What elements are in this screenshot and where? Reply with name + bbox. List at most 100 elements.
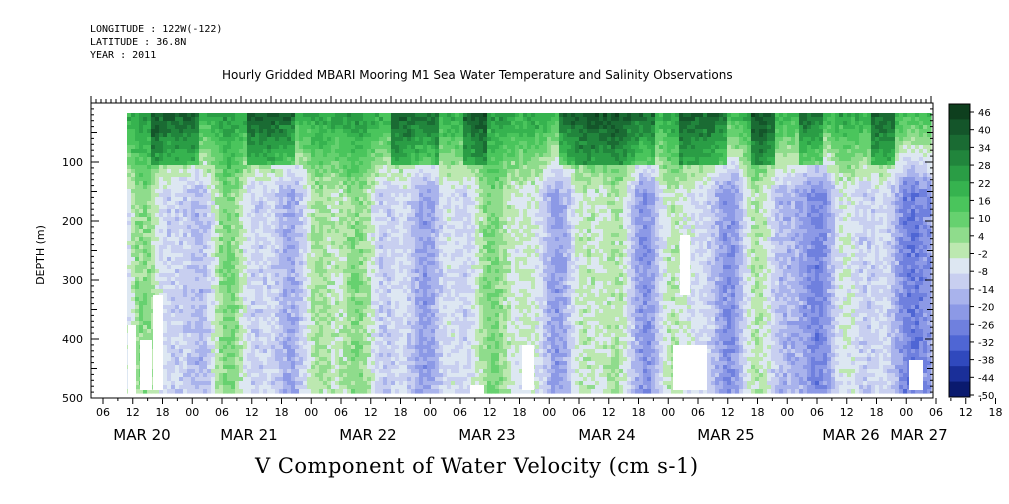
y-tick-label: 500 [62,392,83,405]
colorbar-swatch [949,335,970,352]
longitude-label: LONGITUDE : 122W(-122) [90,24,223,35]
colorbar-swatch [949,289,970,305]
data-gap [673,345,707,390]
colorbar-level-label: 34 [978,143,991,154]
data-gap [140,340,152,390]
axes-group: 06 12 18 00 06 12 18 00 06 12 18 00 06 12 18 00 06 12 18 00… [62,96,1003,444]
colorbar-swatch [949,366,970,383]
year-label: YEAR : 2011 [90,50,157,61]
colorbar-level-label: 22 [978,179,991,190]
x-date-label: MAR 26 [822,426,879,444]
data-gap [522,345,534,390]
colorbar-swatch [949,242,970,259]
x-hour-tick-label: 12 [959,406,973,419]
heatmap-cells [127,113,932,394]
colorbar-swatch [949,304,970,321]
y-tick-label: 300 [62,274,83,287]
x-hour-tick-label: 18 [989,406,1003,419]
colorbar-swatch [949,104,970,120]
colorbar-swatch [949,134,970,151]
colorbar-swatch [949,181,970,198]
colorbar-swatch [949,150,970,167]
colorbar-level-label: 16 [978,196,991,207]
colorbar-swatch [949,196,970,213]
x-hour-tick-label: 00 [423,406,437,419]
metadata-block: LONGITUDE : 122W(-122) LATITUDE : 36.8N … [90,23,222,62]
y-tick-label: 100 [62,156,83,169]
colorbar-level-label: -38 [978,356,994,367]
colorbar-level-label: 46 [978,108,991,119]
data-gap [128,325,136,395]
colorbar-level-label: -26 [978,320,994,331]
x-date-label: MAR 25 [697,426,754,444]
colorbar-level-label: 10 [978,214,991,225]
heatmap-field [92,104,932,397]
colorbar-level-label: 28 [978,161,991,172]
colorbar-swatch [949,258,970,275]
x-date-label: MAR 21 [220,426,277,444]
y-tick-label: 200 [62,215,83,228]
data-gap [153,295,163,390]
x-hour-tick-label: 06 [929,406,943,419]
x-hour-tick-label: 00 [780,406,794,419]
colorbar-level-label: -14 [978,285,994,296]
x-hour-tick-label: 06 [453,406,467,419]
colorbar-level-label: 4 [978,232,984,243]
x-hour-tick-label: 12 [245,406,259,419]
x-date-label: MAR 27 [890,426,947,444]
y-tick-label: 400 [62,333,83,346]
colorbar-swatch [949,227,970,244]
colorbar-level-label: -50 [978,391,994,402]
colorbar-swatch [949,381,970,398]
chart-title: Hourly Gridded MBARI Mooring M1 Sea Wate… [222,68,733,82]
x-hour-tick-label: 12 [126,406,140,419]
x-hour-tick-label: 00 [899,406,913,419]
x-hour-tick-label: 06 [96,406,110,419]
x-hour-tick-label: 18 [394,406,408,419]
x-hour-tick-label: 00 [661,406,675,419]
x-hour-tick-label: 18 [156,406,170,419]
x-hour-tick-label: 00 [304,406,318,419]
colorbar-level-label: -8 [978,267,988,278]
x-hour-tick-label: 12 [840,406,854,419]
x-hour-tick-label: 18 [632,406,646,419]
colorbar-frame [948,103,971,398]
x-hour-tick-label: 06 [215,406,229,419]
x-hour-tick-label: 18 [751,406,765,419]
x-date-label: MAR 22 [339,426,396,444]
colorbar-level-label: -32 [978,338,994,349]
x-hour-tick-label: 06 [691,406,705,419]
data-gap [909,360,923,390]
colorbar-swatch [949,319,970,336]
colorbar-swatch [949,350,970,367]
colorbar-level-label: 40 [978,126,991,137]
x-hour-tick-label: 06 [572,406,586,419]
x-date-label: MAR 20 [113,426,170,444]
colorbar-swatch [949,119,970,136]
x-hour-tick-label: 18 [870,406,884,419]
variable-label: V Component of Water Velocity (cm s-1) [255,454,699,478]
x-date-label: MAR 23 [458,426,515,444]
x-hour-tick-label: 06 [810,406,824,419]
x-hour-tick-label: 12 [483,406,497,419]
data-gap [680,235,690,295]
x-hour-tick-label: 12 [602,406,616,419]
x-hour-tick-label: 00 [185,406,199,419]
data-gap [470,385,484,395]
x-hour-tick-label: 06 [334,406,348,419]
colorbar: 46 40 34 28 22 16 10 4 -2 -8 -14 -20 -26 -32 -38 -44 -50 [948,103,994,402]
x-hour-tick-label: 12 [364,406,378,419]
colorbar-swatch [949,165,970,182]
colorbar-swatch [949,273,970,290]
colorbar-level-label: -20 [978,303,994,314]
colorbar-level-label: -44 [978,373,994,384]
y-axis-label: DEPTH (m) [34,225,47,285]
colorbar-swatch [949,211,970,228]
x-hour-tick-label: 00 [542,406,556,419]
colorbar-level-label: -2 [978,250,988,261]
x-hour-tick-label: 18 [275,406,289,419]
x-hour-tick-label: 12 [721,406,735,419]
latitude-label: LATITUDE : 36.8N [90,37,187,48]
x-date-label: MAR 24 [578,426,635,444]
